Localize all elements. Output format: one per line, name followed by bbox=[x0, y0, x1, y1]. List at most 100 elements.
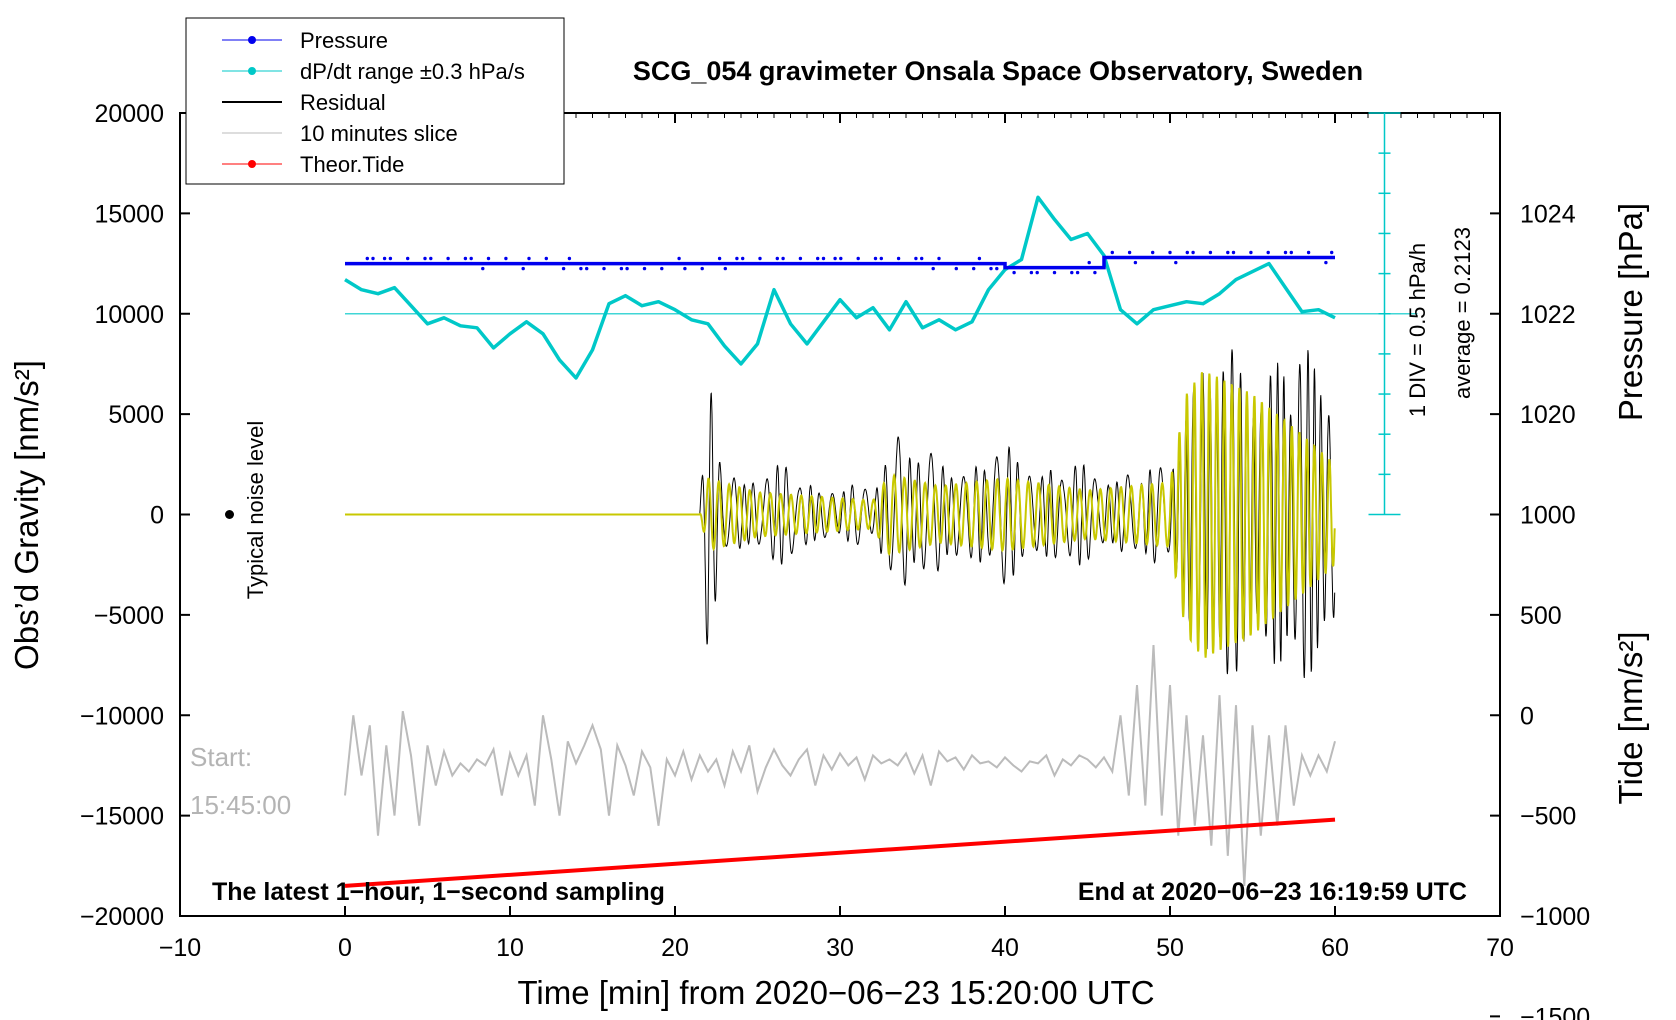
annotation-end-time: End at 2020−06−23 16:19:59 UTC bbox=[1078, 878, 1467, 906]
legend-entries: Pressure dP/dt range ±0.3 hPa/s Residual 10… bbox=[222, 28, 525, 177]
pressure-point bbox=[1110, 250, 1115, 255]
annotation-start-label: Start: bbox=[190, 742, 252, 772]
x-axis-label: Time [min] from 2020−06−23 15:20:00 UTC bbox=[517, 974, 1154, 1011]
x-tick-label: 50 bbox=[1156, 934, 1184, 962]
tide-tick-label: −1000 bbox=[1520, 903, 1590, 931]
pressure-point bbox=[1070, 270, 1074, 275]
tide-tick-label: −1500 bbox=[1520, 1003, 1590, 1020]
pressure-point bbox=[1093, 270, 1097, 275]
series-theor-tide bbox=[344, 817, 1336, 888]
pressure-point bbox=[481, 266, 485, 271]
series-10min-slice bbox=[344, 644, 1336, 886]
pressure-point bbox=[486, 256, 491, 261]
pressure-point bbox=[561, 266, 566, 271]
pressure-point bbox=[585, 266, 589, 271]
pressure-point bbox=[1249, 250, 1253, 255]
pressure-point bbox=[1185, 250, 1190, 255]
pressure-point bbox=[723, 266, 727, 271]
pressure-point bbox=[660, 266, 664, 271]
pressure-point bbox=[1012, 270, 1016, 275]
pressure-point bbox=[388, 256, 393, 261]
pressure-point bbox=[1029, 270, 1034, 275]
pressure-point bbox=[873, 256, 878, 261]
pressure-point bbox=[423, 256, 427, 261]
x-tick-label: −10 bbox=[159, 934, 201, 962]
annotation-latest-hour: The latest 1−hour, 1−second sampling bbox=[212, 878, 665, 906]
pressure-point bbox=[717, 256, 722, 261]
pressure-point bbox=[1075, 270, 1080, 275]
y-tick-label: −5000 bbox=[94, 602, 164, 630]
pressure-point bbox=[579, 266, 583, 271]
pressure-point bbox=[371, 256, 375, 261]
pressure-point bbox=[527, 256, 531, 261]
pressure-point bbox=[1035, 270, 1039, 275]
pressure-point bbox=[1151, 250, 1155, 255]
pressure-point bbox=[1191, 250, 1195, 255]
y-tick-label: 15000 bbox=[94, 200, 164, 228]
y-tick-label: 0 bbox=[150, 502, 164, 530]
y-tick-label: −10000 bbox=[80, 702, 164, 730]
pressure-point bbox=[544, 256, 548, 261]
pressure-point bbox=[816, 256, 820, 261]
pressure-point bbox=[798, 256, 803, 261]
pressure-point bbox=[567, 256, 572, 261]
tide-tick-label: 0 bbox=[1520, 702, 1534, 730]
noise-level-marker bbox=[225, 510, 234, 519]
pressure-point bbox=[1174, 260, 1178, 265]
pressure-point bbox=[758, 256, 762, 261]
pressure-point bbox=[463, 256, 468, 261]
pressure-point bbox=[1226, 250, 1230, 255]
pressure-point bbox=[602, 266, 606, 271]
series-filtered bbox=[345, 372, 1336, 658]
pressure-point bbox=[735, 256, 739, 261]
series-dpdt bbox=[344, 195, 1336, 380]
x-tick-label: 20 bbox=[661, 934, 689, 962]
pressure-point bbox=[504, 256, 508, 261]
pressure-point bbox=[821, 256, 826, 261]
pressure-point bbox=[937, 256, 941, 261]
pressure-point bbox=[977, 256, 982, 261]
series-layer bbox=[225, 195, 1418, 888]
pressure-point bbox=[1133, 260, 1138, 265]
tide-tick-label: 500 bbox=[1520, 602, 1562, 630]
pressure-tick-label: 1022 bbox=[1520, 301, 1576, 329]
x-tick-label: 70 bbox=[1486, 934, 1514, 962]
legend-label: dP/dt range ±0.3 hPa/s bbox=[300, 59, 525, 84]
pressure-point bbox=[642, 266, 647, 271]
pressure-point bbox=[469, 256, 473, 261]
y-tick-label: 20000 bbox=[94, 100, 164, 128]
pressure-point bbox=[700, 266, 704, 271]
legend-label: Pressure bbox=[300, 28, 388, 53]
pressure-point bbox=[1289, 250, 1294, 255]
pressure-point bbox=[856, 256, 860, 261]
pressure-point bbox=[1306, 250, 1311, 255]
y-axis-label-left: Obs’d Gravity [nm/s²] bbox=[8, 360, 45, 670]
pressure-point bbox=[619, 266, 624, 271]
pressure-point bbox=[989, 266, 993, 271]
pressure-point bbox=[382, 256, 387, 261]
y-tick-label: 5000 bbox=[108, 401, 164, 429]
pressure-point bbox=[781, 256, 785, 261]
pressure-point bbox=[954, 266, 958, 271]
x-tick-label: 40 bbox=[991, 934, 1019, 962]
tide-tick-label: 1000 bbox=[1520, 502, 1576, 530]
pressure-point bbox=[683, 266, 687, 271]
pressure-point bbox=[1208, 250, 1213, 255]
pressure-point bbox=[1168, 250, 1172, 255]
x-tick-label: 10 bbox=[496, 934, 524, 962]
x-tick-label: 30 bbox=[826, 934, 854, 962]
legend-label: 10 minutes slice bbox=[300, 121, 458, 146]
annotation-start-time: 15:45:00 bbox=[190, 790, 291, 820]
pressure-point bbox=[1266, 250, 1270, 255]
annotation-div-scale: 1 DIV = 0.5 hPa/h bbox=[1405, 243, 1430, 417]
pressure-point bbox=[833, 256, 837, 261]
pressure-point bbox=[931, 266, 935, 271]
pressure-point bbox=[914, 256, 918, 261]
pressure-point bbox=[1283, 250, 1288, 255]
pressure-point bbox=[896, 256, 901, 261]
pressure-point bbox=[521, 266, 525, 271]
legend-marker bbox=[248, 160, 256, 168]
y-axis-label-pressure: Pressure [hPa] bbox=[1612, 203, 1649, 421]
pressure-point bbox=[429, 256, 433, 261]
pressure-point bbox=[406, 256, 410, 261]
